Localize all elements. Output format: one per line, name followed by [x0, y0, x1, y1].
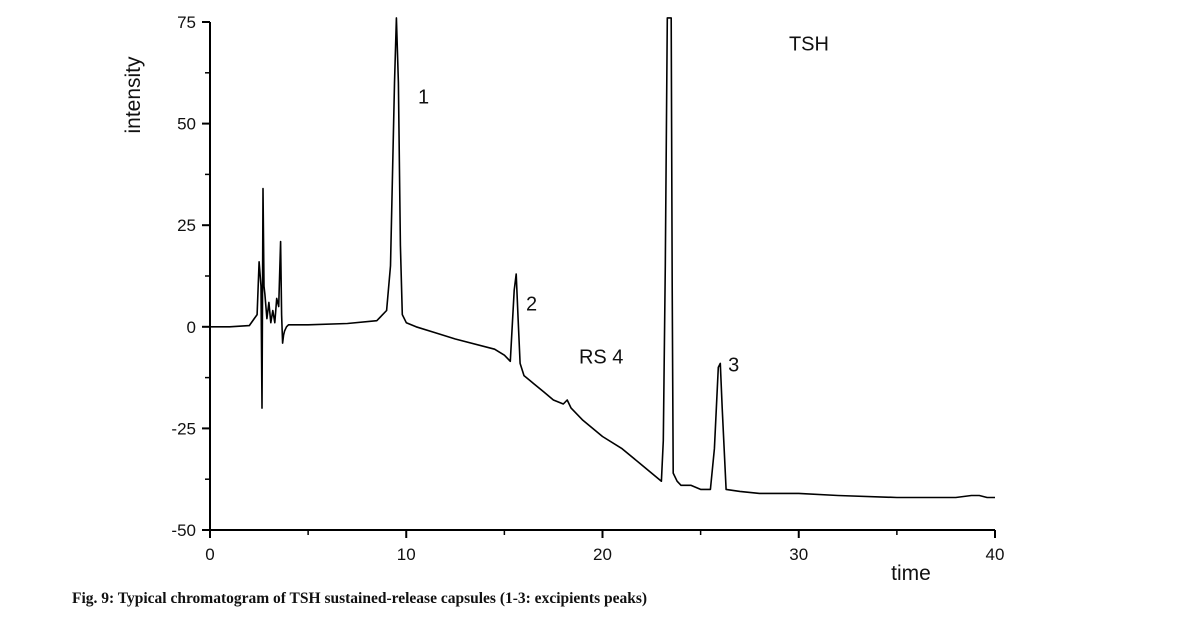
plot-area: -50 -25 0 25 50 75 0 10 20 30 40 1 2 RS 4 3 TSH [171, 13, 1004, 564]
y-tick-label: 25 [177, 216, 196, 235]
peak-label: RS 4 [579, 346, 623, 368]
y-tick-label: 50 [177, 115, 196, 134]
y-tick-label: -50 [171, 521, 196, 540]
x-tick-label: 20 [593, 545, 612, 564]
x-tick-label: 0 [205, 545, 214, 564]
peak-label: 3 [728, 355, 739, 377]
annotations: 1 2 RS 4 3 TSH [418, 33, 829, 376]
y-ticks: -50 -25 0 25 50 75 [171, 13, 210, 540]
y-tick-label: 75 [177, 13, 196, 32]
x-tick-label: 40 [986, 545, 1005, 564]
peak-label: 1 [418, 86, 429, 108]
peak-label: TSH [789, 33, 829, 55]
series-line [210, 17, 995, 499]
peak-label: 2 [526, 294, 537, 316]
x-tick-label: 10 [397, 545, 416, 564]
figure-caption: Fig. 9: Typical chromatogram of TSH sust… [72, 590, 648, 607]
y-tick-label: -25 [171, 419, 196, 438]
y-axis-title: intensity [122, 56, 145, 134]
x-axis-title: time [891, 562, 931, 585]
x-tick-label: 30 [789, 545, 808, 564]
x-ticks: 0 10 20 30 40 [205, 530, 1004, 564]
y-tick-label: 0 [187, 318, 196, 337]
